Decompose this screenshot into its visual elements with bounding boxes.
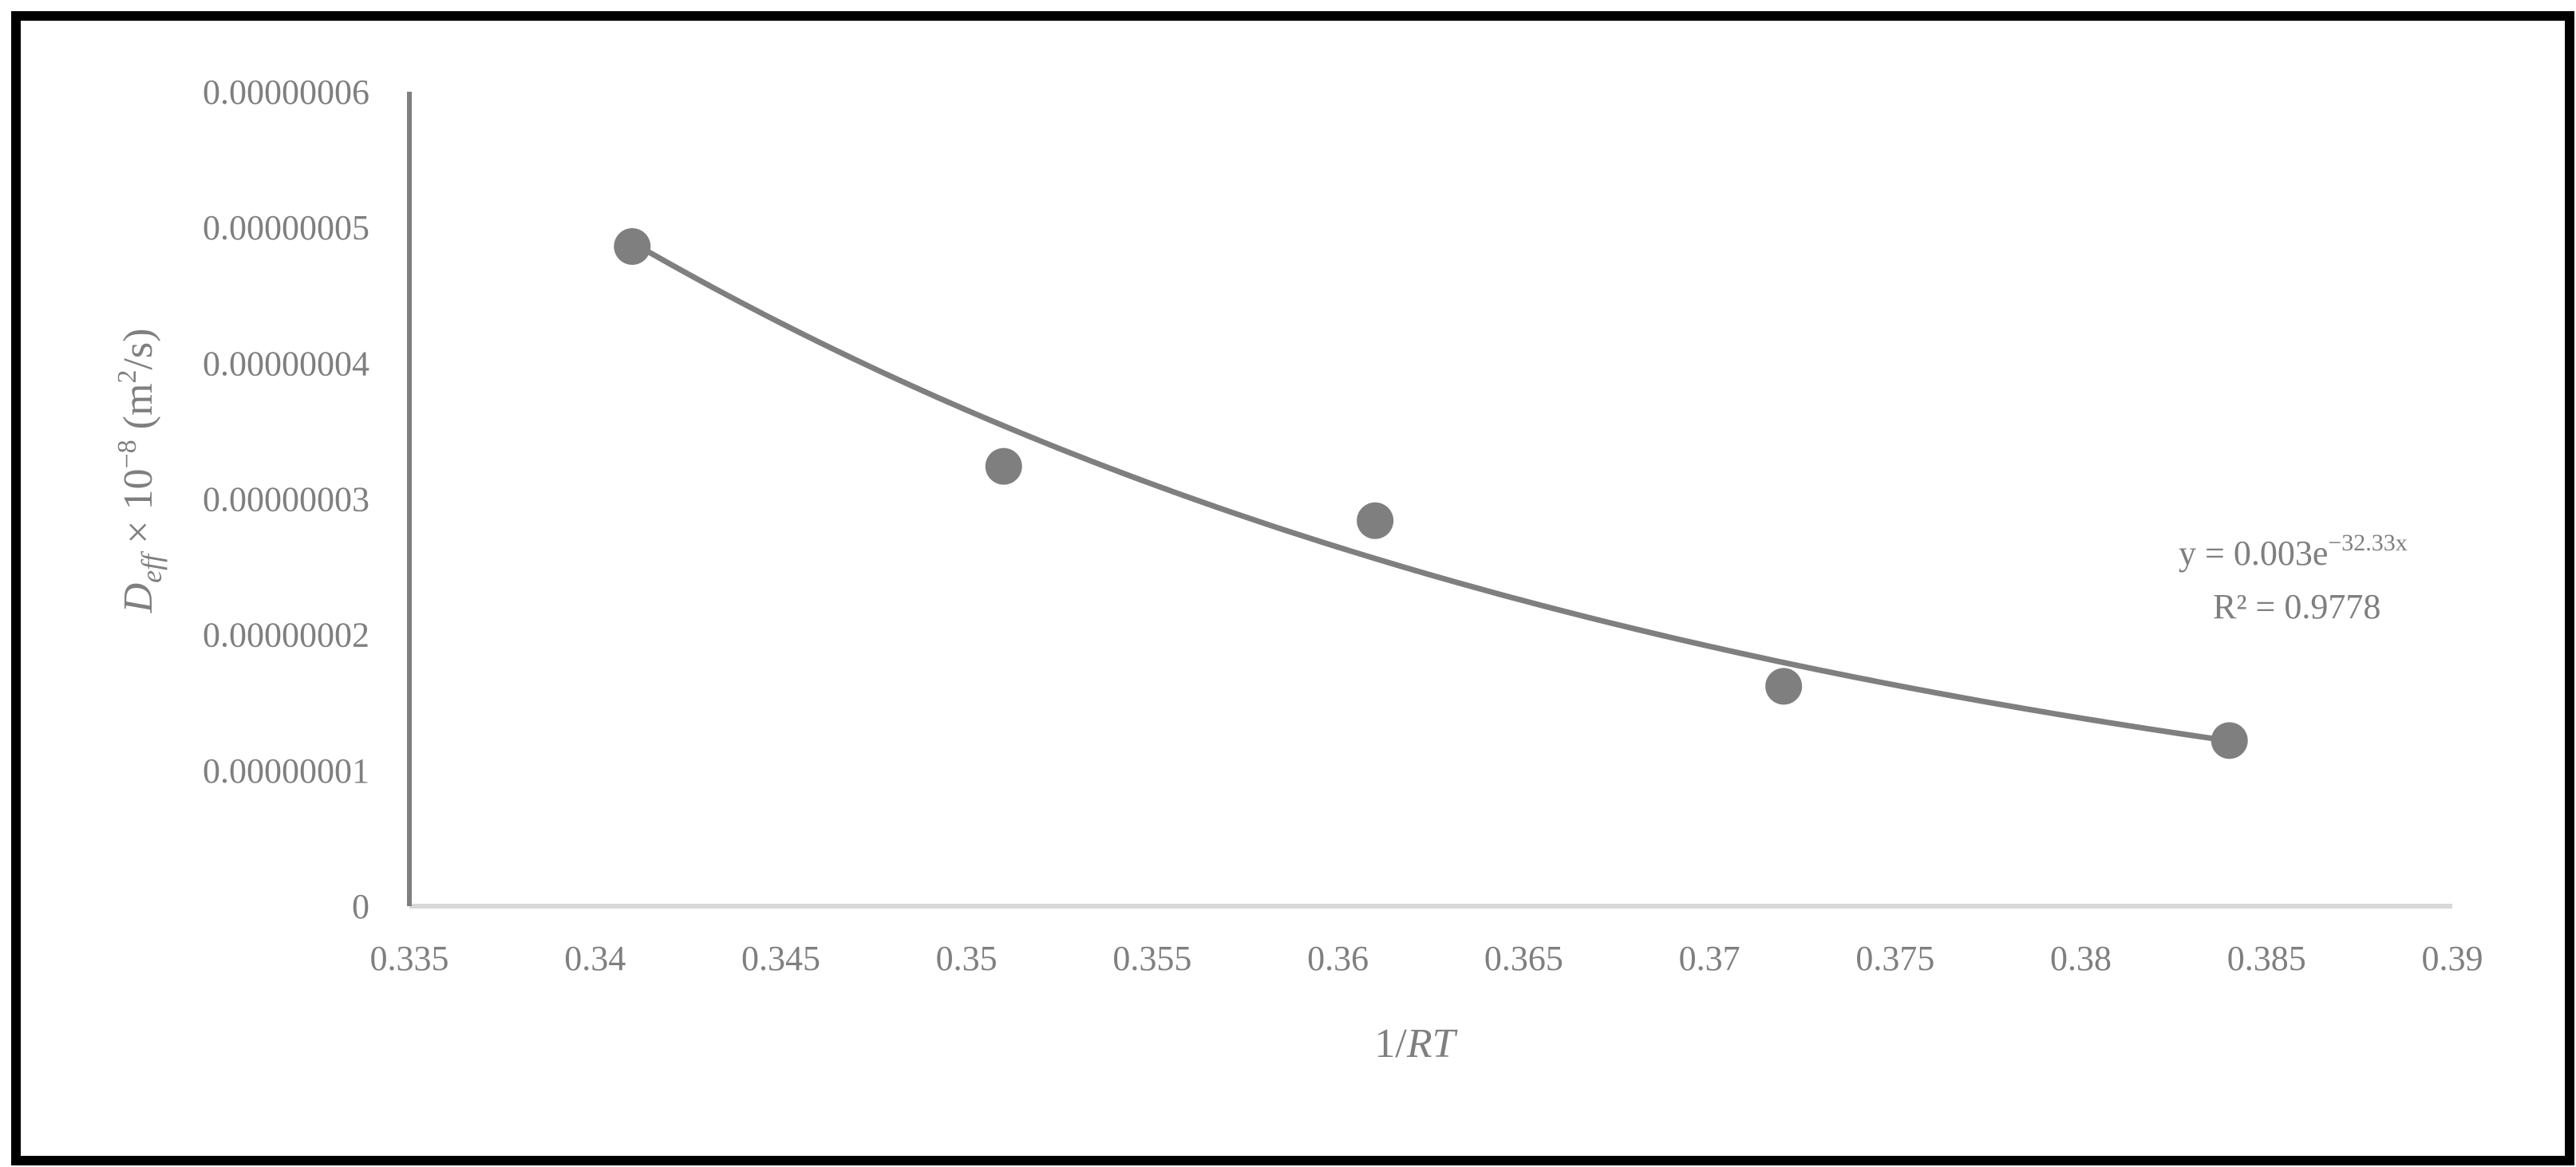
trendline — [629, 239, 2233, 744]
x-tick-label: 0.365 — [1484, 939, 1563, 978]
data-points — [614, 227, 2248, 759]
y-tick-label: 0.00000003 — [203, 480, 369, 519]
x-tick-label: 0.36 — [1307, 939, 1369, 978]
x-tick-label: 0.385 — [2227, 939, 2306, 978]
x-tick-label: 0.38 — [2050, 939, 2112, 978]
x-tick-label: 0.34 — [564, 939, 626, 978]
x-axis-title: 1/RT — [1374, 1021, 1457, 1066]
trendline-equation: y = 0.003e−32.33x — [2179, 530, 2408, 573]
y-tick-label: 0.00000001 — [203, 751, 369, 790]
data-point — [614, 227, 651, 265]
data-point — [985, 447, 1022, 485]
y-tick-label: 0.00000005 — [203, 208, 369, 247]
trendline-r-squared: R² = 0.9778 — [2213, 587, 2380, 626]
y-tick-label: 0.00000006 — [203, 73, 369, 112]
y-axis-ticks: 0 0.00000001 0.00000002 0.00000003 0.0000000… — [203, 73, 369, 926]
y-tick-label: 0.00000004 — [203, 344, 369, 383]
trendline-group — [629, 239, 2233, 744]
data-point — [2211, 722, 2248, 759]
data-point — [1357, 502, 1394, 539]
chart-frame — [11, 11, 2574, 1165]
data-point — [1765, 668, 1803, 705]
x-tick-label: 0.375 — [1855, 939, 1934, 978]
x-tick-label: 0.39 — [2422, 939, 2483, 978]
y-axis-title: Deff × 10−8 (m2/s) — [113, 329, 168, 614]
x-axis-ticks: 0.335 0.34 0.345 0.35 0.355 0.36 0.365 0.37 0.37… — [370, 939, 2483, 978]
x-tick-label: 0.335 — [370, 939, 449, 978]
axes — [407, 92, 2452, 909]
y-tick-label: 0.00000002 — [203, 616, 369, 655]
x-tick-label: 0.355 — [1112, 939, 1191, 978]
x-tick-label: 0.35 — [936, 939, 998, 978]
x-tick-label: 0.37 — [1679, 939, 1740, 978]
x-tick-label: 0.345 — [741, 939, 820, 978]
y-tick-label: 0 — [352, 887, 369, 926]
